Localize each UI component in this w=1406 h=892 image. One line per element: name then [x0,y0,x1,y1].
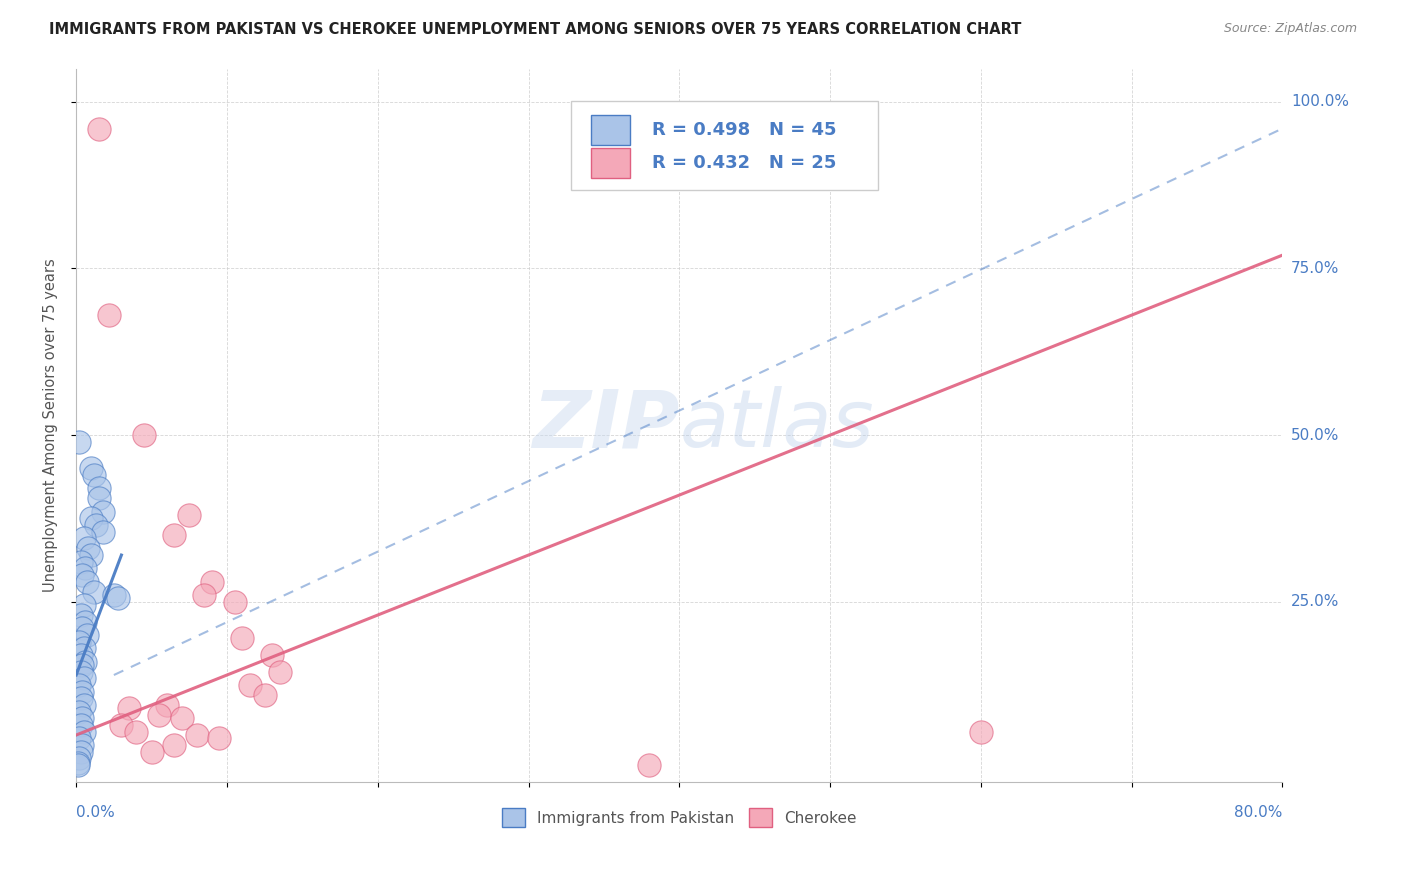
Y-axis label: Unemployment Among Seniors over 75 years: Unemployment Among Seniors over 75 years [44,258,58,592]
Point [170,711,193,725]
Point [73,698,96,712]
Text: Source: ZipAtlas.com: Source: ZipAtlas.com [1223,22,1357,36]
Point [87,491,110,506]
Point [69,691,91,706]
Point [156,698,179,712]
Point [67,751,90,765]
Point [73,724,96,739]
Text: ZIP: ZIP [531,386,679,464]
Text: IMMIGRANTS FROM PAKISTAN VS CHEROKEE UNEMPLOYMENT AMONG SENIORS OVER 75 YEARS CO: IMMIGRANTS FROM PAKISTAN VS CHEROKEE UNE… [49,22,1022,37]
Point [70,684,93,698]
Point [75,655,97,669]
Point [80,511,103,525]
Point [186,728,208,742]
Point [208,731,231,746]
Text: 50.0%: 50.0% [1291,427,1339,442]
Point [67,731,90,746]
Point [239,678,262,692]
Point [262,648,284,662]
Point [77,541,100,556]
Point [201,574,224,589]
FancyBboxPatch shape [592,148,630,178]
Point [80,461,103,475]
Point [69,648,91,662]
Point [70,738,93,752]
Text: 100.0%: 100.0% [1291,95,1348,110]
Point [76,628,98,642]
Point [91,524,114,539]
Point [75,561,97,575]
Point [193,588,215,602]
Point [87,482,110,496]
Text: 75.0%: 75.0% [1291,261,1339,276]
Text: R = 0.432   N = 25: R = 0.432 N = 25 [651,154,837,172]
FancyBboxPatch shape [571,101,879,190]
Point [163,738,186,752]
Text: 25.0%: 25.0% [1291,594,1339,609]
Point [98,308,121,322]
Text: 80.0%: 80.0% [1234,805,1282,820]
Point [148,708,170,723]
Point [132,428,155,442]
Point [67,758,90,772]
Point [70,711,93,725]
Point [73,671,96,685]
Point [69,665,91,679]
Point [80,548,103,562]
Point [83,584,105,599]
Point [67,705,90,719]
Point [118,701,141,715]
Point [70,621,93,635]
Legend: Immigrants from Pakistan, Cherokee: Immigrants from Pakistan, Cherokee [494,801,865,835]
Point [107,591,129,606]
Point [110,718,132,732]
Point [103,588,125,602]
Point [67,434,90,449]
Point [75,615,97,629]
Point [84,518,107,533]
FancyBboxPatch shape [592,115,630,145]
Text: R = 0.498   N = 45: R = 0.498 N = 45 [651,120,837,139]
Point [163,528,186,542]
Point [70,658,93,673]
Point [67,678,90,692]
Point [73,598,96,612]
Point [73,532,96,546]
Text: atlas: atlas [679,386,875,464]
Point [638,758,661,772]
Point [253,688,276,702]
Point [179,508,201,522]
Point [87,121,110,136]
Point [67,634,90,648]
Point [970,724,993,739]
Point [69,555,91,569]
Text: 0.0%: 0.0% [76,805,115,820]
Point [69,718,91,732]
Point [66,756,89,770]
Point [125,724,148,739]
Point [141,745,163,759]
Point [91,505,114,519]
Point [231,632,253,646]
Point [76,574,98,589]
Point [83,468,105,483]
Point [69,608,91,623]
Point [70,568,93,582]
Point [73,641,96,656]
Point [69,745,91,759]
Point [224,595,246,609]
Point [269,665,291,679]
